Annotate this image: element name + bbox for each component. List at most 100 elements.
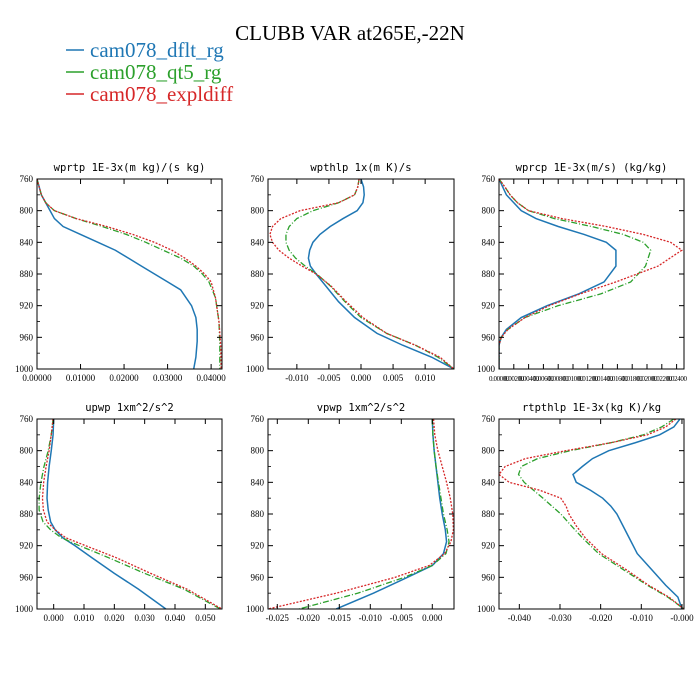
xtick-label-0-1: 0.01000: [66, 373, 96, 383]
ytick-label-5-3: 880: [482, 509, 496, 519]
series-line-4-2: [268, 419, 454, 609]
ytick-label-5-6: 1000: [477, 604, 496, 614]
series-line-3-0: [46, 419, 167, 609]
ytick-label-3-5: 960: [20, 572, 34, 582]
xtick-label-3-1: 0.010: [74, 613, 95, 623]
panel-frame-5: [498, 418, 685, 610]
series-line-0-1: [37, 179, 221, 369]
xtick-label-2-12: 0.02400: [667, 375, 688, 383]
ytick-label-0-3: 880: [20, 269, 34, 279]
ytick-label-4-4: 920: [251, 541, 265, 551]
panel-title-1: wpthlp 1x(m K)/s: [310, 162, 411, 174]
xtick-label-2-4: 0.00800: [548, 375, 569, 383]
panel-0: wprtp 1E-3x(m kg)/(s kg) 760 800 840 880 920 9…: [15, 162, 226, 383]
ytick-label-3-0: 760: [20, 414, 34, 424]
ytick-label-2-1: 800: [482, 206, 496, 216]
xtick-label-3-0: 0.000: [44, 613, 65, 623]
series-line-5-2: [499, 419, 684, 609]
xtick-label-3-2: 0.020: [104, 613, 125, 623]
ytick-label-2-2: 840: [482, 237, 496, 247]
ytick-label-3-4: 920: [20, 541, 34, 551]
ytick-label-0-1: 800: [20, 206, 34, 216]
series-line-0-2: [37, 179, 222, 369]
ytick-label-3-2: 840: [20, 477, 34, 487]
xtick-label-2-11: 0.02200: [652, 375, 673, 383]
panel-frame-0: [36, 178, 223, 370]
ytick-label-0-6: 1000: [15, 364, 34, 374]
legend: cam078_dflt_rgcam078_qt5_rgcam078_expldi…: [66, 38, 233, 106]
series-line-2-0: [499, 179, 617, 369]
ytick-label-5-2: 840: [482, 477, 496, 487]
ytick-label-1-0: 760: [251, 174, 265, 184]
xtick-label-0-4: 0.04000: [196, 373, 226, 383]
ytick-label-0-2: 840: [20, 237, 34, 247]
ytick-label-0-0: 760: [20, 174, 34, 184]
ytick-label-1-5: 960: [251, 332, 265, 342]
ytick-label-5-4: 920: [482, 541, 496, 551]
xtick-label-5-3: -0.010: [630, 613, 654, 623]
ytick-label-3-6: 1000: [15, 604, 34, 614]
panel-frame-3: [36, 418, 223, 610]
ytick-label-2-0: 760: [482, 174, 496, 184]
ytick-label-0-5: 960: [20, 332, 34, 342]
xtick-label-5-1: -0.030: [548, 613, 572, 623]
panel-title-0: wprtp 1E-3x(m kg)/(s kg): [54, 162, 206, 174]
series-line-4-1: [298, 419, 450, 609]
ytick-label-4-2: 840: [251, 477, 265, 487]
series-line-3-2: [41, 419, 222, 609]
ytick-label-2-4: 920: [482, 301, 496, 311]
ytick-label-5-5: 960: [482, 572, 496, 582]
xtick-label-1-2: 0.000: [351, 373, 372, 383]
panel-4: vpwp 1xm^2/s^27608008408809209601000-0.0…: [246, 402, 455, 623]
ytick-label-3-1: 800: [20, 446, 34, 456]
series-line-4-0: [335, 419, 448, 609]
xtick-label-2-3: 0.00600: [533, 375, 554, 383]
legend-label-2: cam078_expldiff: [90, 82, 233, 106]
ytick-label-2-6: 1000: [477, 364, 496, 374]
ytick-label-4-1: 800: [251, 446, 265, 456]
xtick-label-3-3: 0.030: [135, 613, 156, 623]
figure-title: CLUBB VAR at265E,-22N: [235, 21, 465, 45]
series-line-1-0: [307, 179, 454, 369]
ytick-label-1-1: 800: [251, 206, 265, 216]
xtick-label-4-1: -0.020: [297, 613, 321, 623]
ytick-label-2-3: 880: [482, 269, 496, 279]
ytick-label-5-1: 800: [482, 446, 496, 456]
series-line-1-2: [269, 179, 454, 369]
xtick-label-5-4: -0.000: [670, 613, 694, 623]
panel-frame-2: [498, 178, 685, 370]
panel-5: rtpthlp 1E-3x(kg K)/kg 760 800 840 880 920 960…: [477, 402, 694, 623]
ytick-label-1-6: 1000: [246, 364, 265, 374]
panel-title-3: upwp 1xm^2/s^2: [85, 402, 174, 414]
xtick-label-3-4: 0.040: [165, 613, 186, 623]
xtick-label-2-10: 0.02000: [637, 375, 658, 383]
xtick-label-0-2: 0.02000: [109, 373, 139, 383]
series-line-2-2: [499, 179, 683, 369]
ytick-label-2-5: 960: [482, 332, 496, 342]
xtick-label-2-0: 0.00000: [489, 375, 510, 383]
xtick-label-2-9: 0.01800: [622, 375, 643, 383]
xtick-label-5-2: -0.020: [589, 613, 613, 623]
xtick-label-2-5: 0.01000: [563, 375, 584, 383]
ytick-label-4-0: 760: [251, 414, 265, 424]
xtick-label-4-2: -0.015: [328, 613, 352, 623]
xtick-label-3-5: 0.050: [195, 613, 216, 623]
ytick-label-5-0: 760: [482, 414, 496, 424]
xtick-label-5-0: -0.040: [508, 613, 532, 623]
series-line-0-0: [37, 179, 198, 369]
ytick-label-1-4: 920: [251, 301, 265, 311]
xtick-label-2-7: 0.01400: [593, 375, 614, 383]
xtick-label-4-3: -0.010: [359, 613, 383, 623]
panel-frame-1: [267, 178, 455, 370]
ytick-label-3-3: 880: [20, 509, 34, 519]
xtick-label-2-2: 0.00400: [519, 375, 540, 383]
panel-3: upwp 1xm^2/s^2 760 800 840 880 920 960 1000 0.00…: [15, 402, 223, 623]
panel-title-2: wprcp 1E-3x(m/s) (kg/kg): [516, 162, 668, 174]
xtick-label-1-4: 0.010: [415, 373, 436, 383]
ytick-label-1-3: 880: [251, 269, 265, 279]
series-line-2-1: [499, 179, 652, 369]
ytick-label-4-6: 1000: [246, 604, 265, 614]
panel-1: wpthlp 1x(m K)/s 760 800 840 880 920 960 1000 -0…: [246, 162, 455, 383]
legend-label-0: cam078_dflt_rg: [90, 38, 224, 62]
